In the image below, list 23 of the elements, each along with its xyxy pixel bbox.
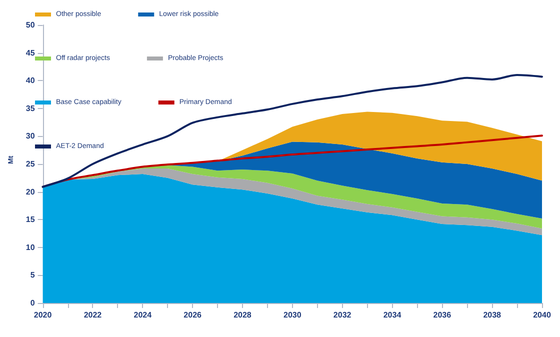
y-tick-label: 0 <box>30 298 36 308</box>
x-tick-label: 2020 <box>34 310 52 320</box>
y-tick-label: 45 <box>26 48 36 58</box>
y-tick-label: 35 <box>26 104 36 113</box>
y-tick-label: 15 <box>26 215 36 224</box>
x-tick-label: 2030 <box>284 310 302 320</box>
x-tick-label: 2040 <box>533 310 552 320</box>
y-tick-label: 5 <box>30 270 36 280</box>
x-tick-label: 2022 <box>84 310 102 320</box>
y-tick-label: 25 <box>26 160 36 168</box>
x-tick-label: 2036 <box>433 310 452 320</box>
line-series <box>42 74 543 188</box>
x-tick-label: 2032 <box>333 310 352 320</box>
x-tick-label: 2024 <box>134 310 152 320</box>
y-tick-label: 20 <box>26 187 36 196</box>
x-tick-label: 2034 <box>383 310 402 320</box>
x-tick-label: 2038 <box>483 310 502 320</box>
y-tick-label: 50 <box>26 20 36 30</box>
x-tick-label: 2028 <box>234 310 252 320</box>
y-tick-label: 40 <box>26 76 36 86</box>
x-tick-label: 2026 <box>184 310 202 320</box>
y-tick-label: 10 <box>26 242 36 252</box>
y-tick-label: 30 <box>26 132 36 141</box>
